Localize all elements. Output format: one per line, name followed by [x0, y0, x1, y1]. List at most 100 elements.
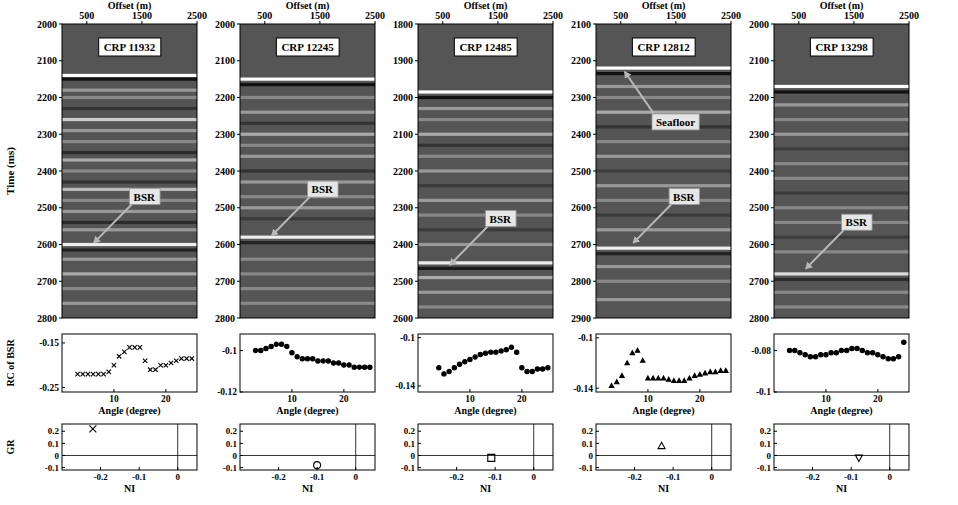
- tick: [240, 455, 243, 456]
- reflector: [62, 107, 197, 110]
- data-point: [813, 355, 817, 359]
- tick-label: 2700: [215, 276, 235, 287]
- annotation-box: [652, 114, 699, 130]
- tick-label: 10: [287, 394, 297, 404]
- reflector: [418, 267, 553, 270]
- gather-background: [596, 24, 731, 318]
- tick: [59, 97, 62, 98]
- tick: [593, 97, 596, 98]
- tick-label: 1500: [310, 10, 330, 21]
- data-point: [609, 383, 613, 387]
- tick-label: 2200: [749, 92, 769, 103]
- data-point: [91, 372, 95, 376]
- tick-label: 1500: [488, 10, 508, 21]
- tick-label: 2800: [215, 313, 235, 324]
- tick-label: -0.1: [401, 463, 416, 473]
- data-point: [169, 361, 173, 365]
- tick: [771, 207, 774, 208]
- tick: [418, 467, 421, 468]
- reflector: [62, 89, 197, 92]
- tick: [343, 389, 344, 392]
- tick-label: 2500: [365, 10, 385, 21]
- reflector: [596, 228, 731, 231]
- reflector: [62, 158, 197, 161]
- tick-label: 2500: [543, 10, 563, 21]
- data-point: [839, 348, 843, 352]
- annotation-label: Seafloor: [656, 116, 695, 128]
- data-point: [703, 371, 707, 375]
- reflector: [418, 276, 553, 279]
- tick: [596, 337, 599, 338]
- tick-label: 20: [161, 394, 171, 404]
- tick-label: 0.2: [226, 426, 238, 436]
- zero-line: [533, 424, 534, 470]
- data-point: [488, 454, 495, 461]
- data-point: [437, 366, 441, 370]
- reflector: [774, 85, 909, 88]
- tick-label: 0.1: [404, 439, 416, 449]
- tick-label: 20: [695, 394, 705, 404]
- data-point: [478, 352, 482, 356]
- tick: [711, 467, 712, 470]
- tick-label: 0: [55, 451, 60, 461]
- tick: [375, 21, 376, 24]
- reflector: [240, 287, 375, 290]
- tick-label: 2000: [749, 19, 769, 30]
- tick-label: 2400: [571, 129, 591, 140]
- reflector: [62, 272, 197, 275]
- panel-title: CRP 12485: [459, 41, 512, 53]
- tick-label: -0.1: [488, 472, 503, 482]
- tick: [593, 134, 596, 135]
- data-point: [798, 350, 802, 354]
- data-point: [326, 359, 330, 363]
- data-point: [483, 351, 487, 355]
- plot-frame: [240, 334, 375, 392]
- reflector: [596, 199, 731, 202]
- data-point: [641, 358, 645, 362]
- axis-title: Offset (m): [286, 0, 330, 12]
- tick: [418, 455, 421, 456]
- tick-label: -0.14: [395, 381, 415, 391]
- tick: [798, 21, 799, 24]
- tick-label: 2600: [749, 239, 769, 250]
- tick-label: -0.1: [757, 463, 772, 473]
- data-point: [101, 372, 105, 376]
- tick-label: 2000: [37, 19, 57, 30]
- marker-group: [855, 455, 862, 461]
- reflector: [240, 169, 375, 172]
- tick: [415, 281, 418, 282]
- tick-label: 2000: [215, 19, 235, 30]
- axis-title: NI: [836, 483, 847, 494]
- data-point: [75, 372, 79, 376]
- reflector: [418, 261, 553, 264]
- tick-label: 2100: [749, 55, 769, 66]
- reflector: [62, 243, 197, 246]
- reflector: [240, 83, 375, 86]
- tick: [415, 97, 418, 98]
- gather-background: [774, 24, 909, 318]
- data-point: [504, 348, 508, 352]
- marker-group: [658, 442, 665, 448]
- marker-group: [488, 454, 495, 461]
- tick: [237, 97, 240, 98]
- data-point: [520, 366, 524, 370]
- data-point: [295, 355, 299, 359]
- data-point: [829, 350, 833, 354]
- reflector: [418, 118, 553, 121]
- data-point: [368, 365, 372, 369]
- data-point: [300, 357, 304, 361]
- reflector: [774, 118, 909, 121]
- zero-line: [355, 424, 356, 470]
- reflector: [418, 107, 553, 110]
- tick-label: 2700: [749, 276, 769, 287]
- tick: [497, 21, 498, 24]
- data-point: [342, 363, 346, 367]
- annotation-box: [669, 189, 699, 205]
- data-point: [876, 353, 880, 357]
- tick-label: -0.2: [449, 472, 464, 482]
- reflector: [774, 278, 909, 281]
- data-point: [635, 348, 639, 352]
- reflector: [596, 280, 731, 283]
- reflector: [418, 305, 553, 308]
- tick-label: -0.15: [39, 338, 59, 348]
